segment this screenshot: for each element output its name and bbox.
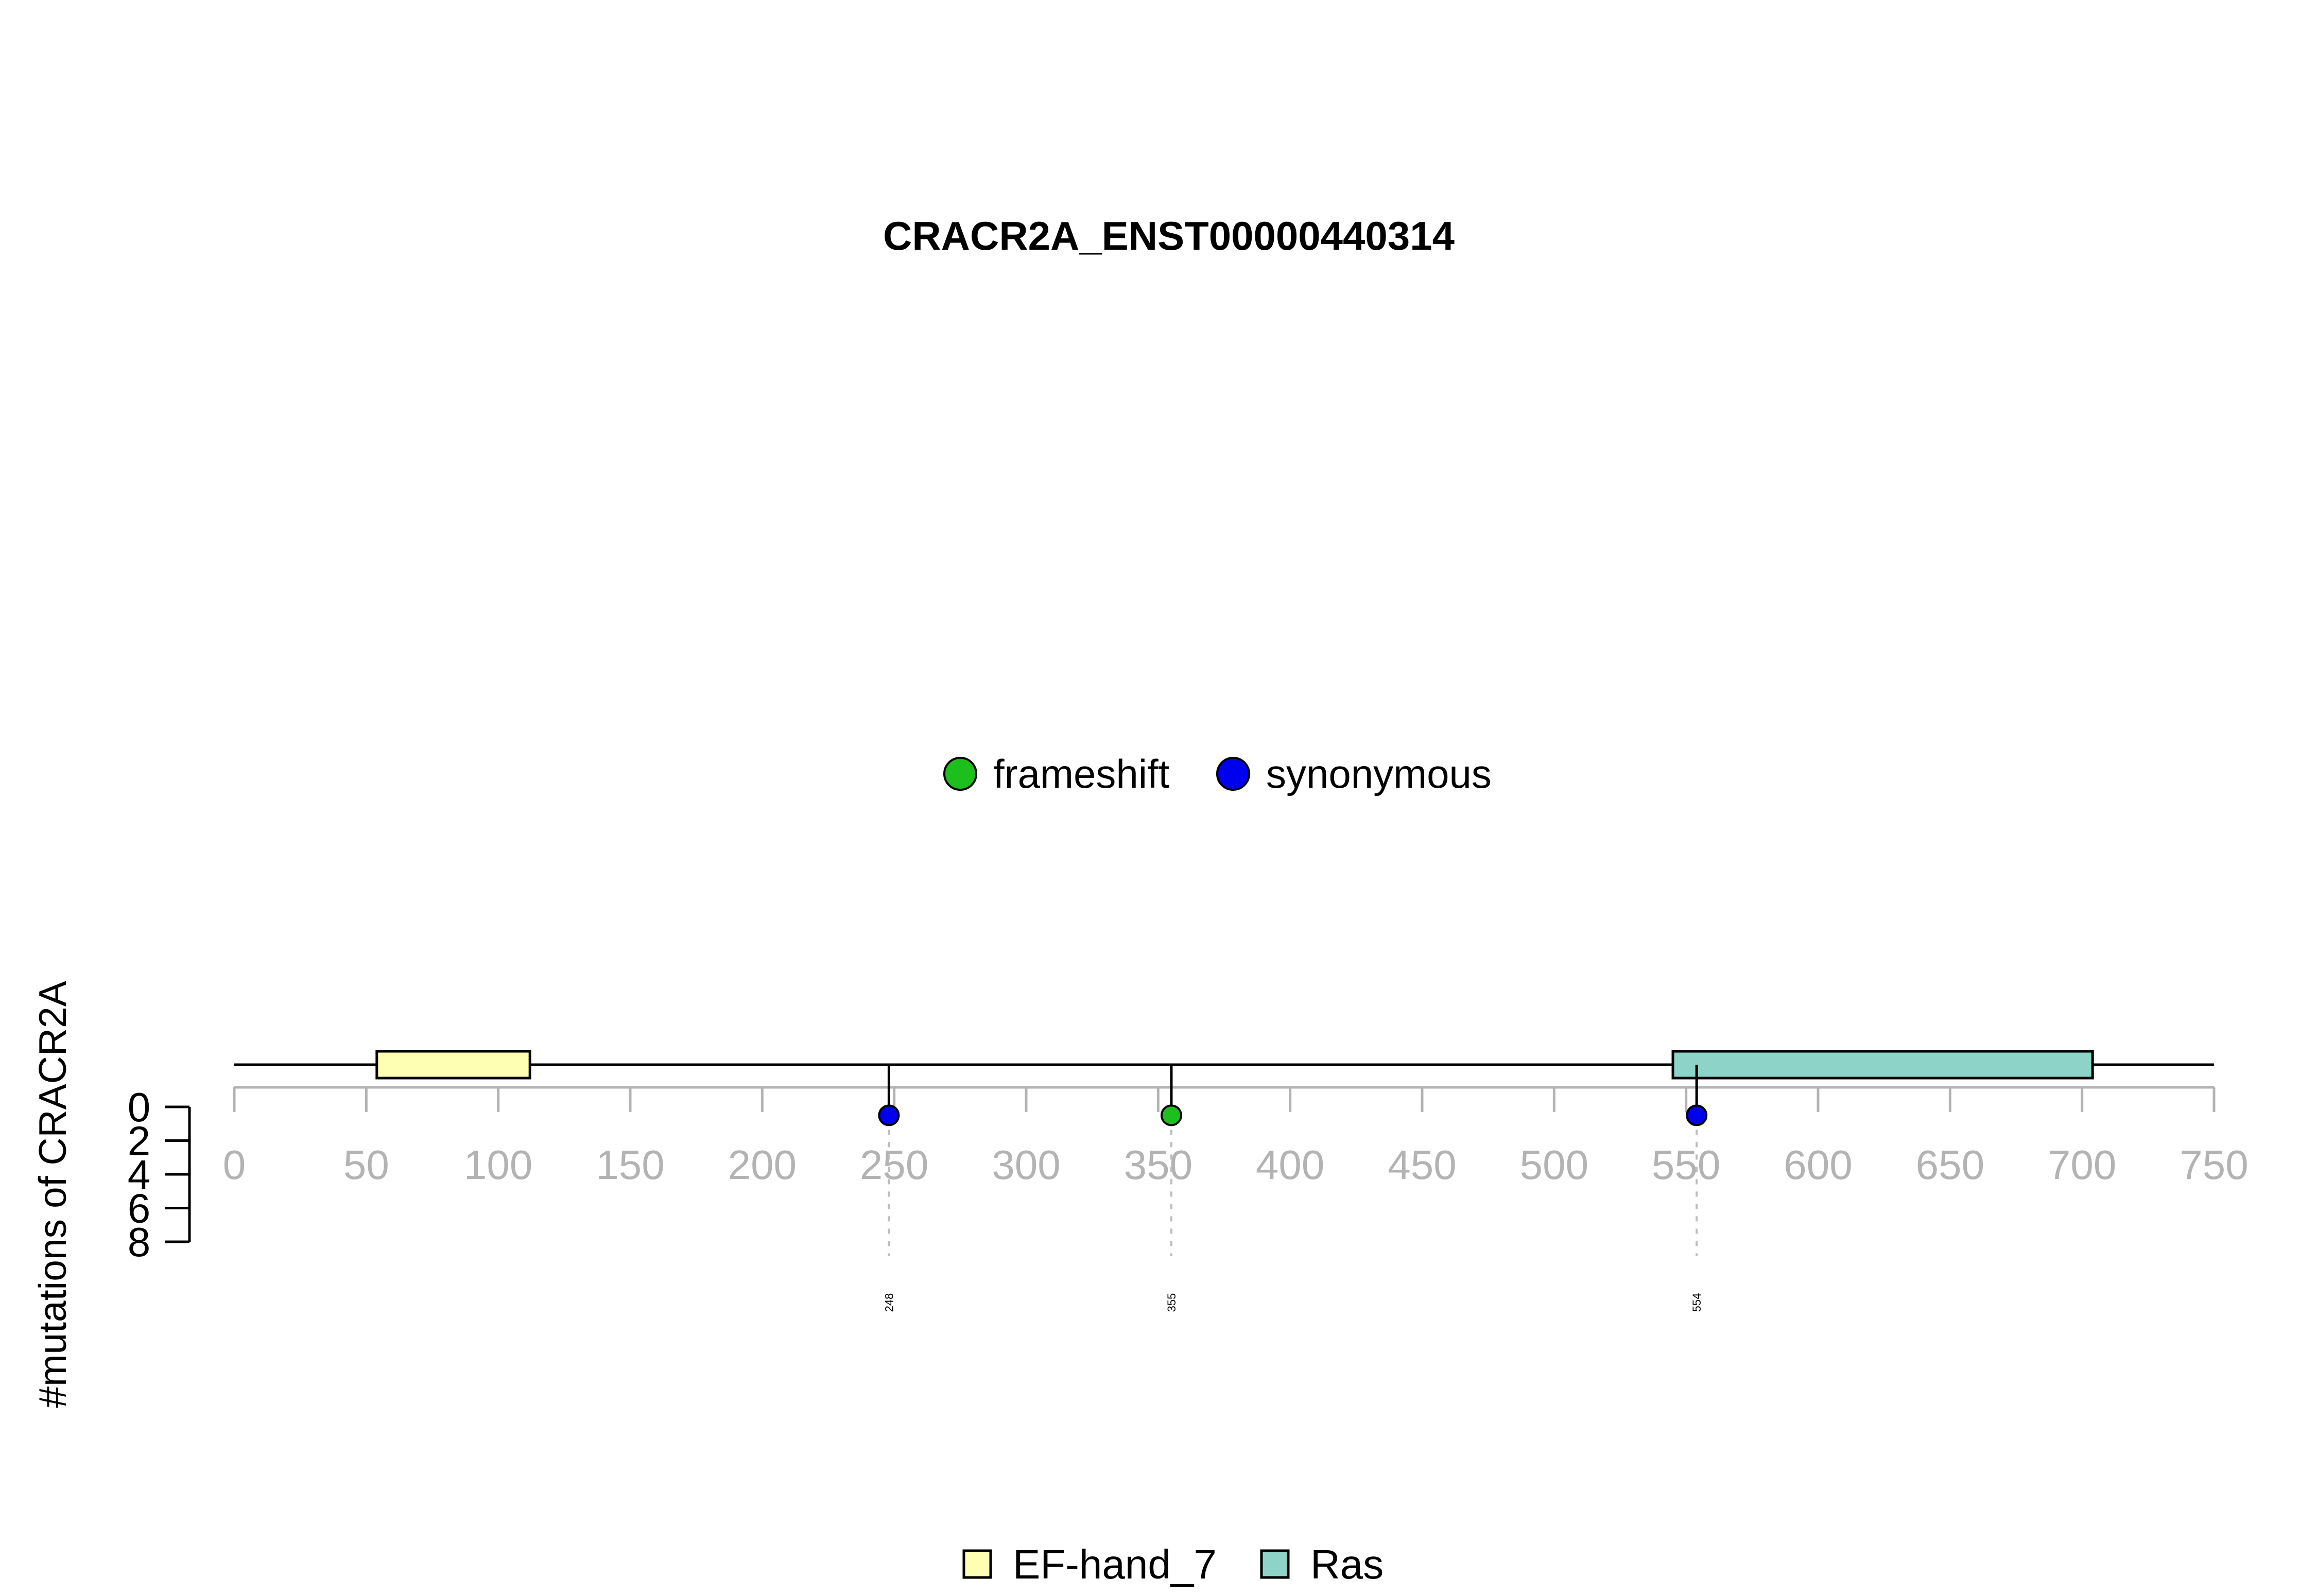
mutation-lollipops: 248 355 554 — [878, 1065, 1708, 1312]
x-tick-label-750: 750 — [2180, 1142, 2248, 1188]
x-tick-label-150: 150 — [596, 1142, 664, 1188]
y-tick-label-2: 2 — [128, 1118, 151, 1164]
legend-label-synonymous: synonymous — [1266, 751, 1492, 796]
x-tick-label-650: 650 — [1916, 1142, 1984, 1188]
y-tick-label-0: 0 — [128, 1084, 151, 1130]
y-tick-label-6: 6 — [128, 1186, 151, 1231]
x-tick-label-250: 250 — [860, 1142, 928, 1188]
x-tick-label-500: 500 — [1520, 1142, 1588, 1188]
x-axis: 0 50 100 150 200 250 300 350 400 450 500 550 600 650 7… — [223, 1086, 2249, 1188]
domain-legend-label-Ras: Ras — [1310, 1541, 1384, 1587]
x-tick-label-350: 350 — [1124, 1142, 1192, 1188]
domain-legend: EF-hand_7 Ras — [962, 1541, 1384, 1587]
x-tick-label-550: 550 — [1652, 1142, 1720, 1188]
y-tick-label-8: 8 — [128, 1219, 151, 1265]
mutation-label-355: 355 — [1165, 1293, 1178, 1312]
mutation-point-554 — [1686, 1104, 1708, 1126]
x-tick-label-200: 200 — [728, 1142, 797, 1188]
legend-marker-synonymous — [1216, 757, 1250, 791]
mutation-label-248: 248 — [883, 1293, 895, 1312]
y-tick-label-4: 4 — [128, 1152, 151, 1198]
domain-legend-swatch-Ras — [1260, 1549, 1290, 1579]
x-tick-label-600: 600 — [1784, 1142, 1852, 1188]
chart-title: CRACR2A_ENST00000440314 — [883, 213, 1455, 258]
y-axis-label: #mutations of CRACR2A — [31, 981, 74, 1408]
x-tick-label-450: 450 — [1388, 1142, 1456, 1188]
x-tick-label-0: 0 — [223, 1142, 246, 1188]
mutation-type-legend: frameshift synonymous — [943, 751, 1492, 796]
x-tick-label-100: 100 — [464, 1142, 532, 1188]
x-tick-label-300: 300 — [992, 1142, 1060, 1188]
legend-label-frameshift: frameshift — [993, 751, 1170, 796]
x-tick-label-50: 50 — [343, 1142, 389, 1188]
domain-legend-swatch-EF-hand_7 — [962, 1549, 992, 1579]
mutation-label-554: 554 — [1690, 1293, 1703, 1312]
x-tick-label-700: 700 — [2048, 1142, 2116, 1188]
domain-EF-hand_7 — [375, 1050, 531, 1080]
domain-legend-label-EF-hand_7: EF-hand_7 — [1013, 1541, 1217, 1587]
x-tick-label-400: 400 — [1256, 1142, 1324, 1188]
mutation-point-248 — [878, 1104, 900, 1126]
protein-domains — [375, 1050, 2094, 1080]
domain-Ras — [1671, 1050, 2094, 1080]
mutation-point-355 — [1160, 1104, 1182, 1126]
legend-marker-frameshift — [943, 757, 977, 791]
